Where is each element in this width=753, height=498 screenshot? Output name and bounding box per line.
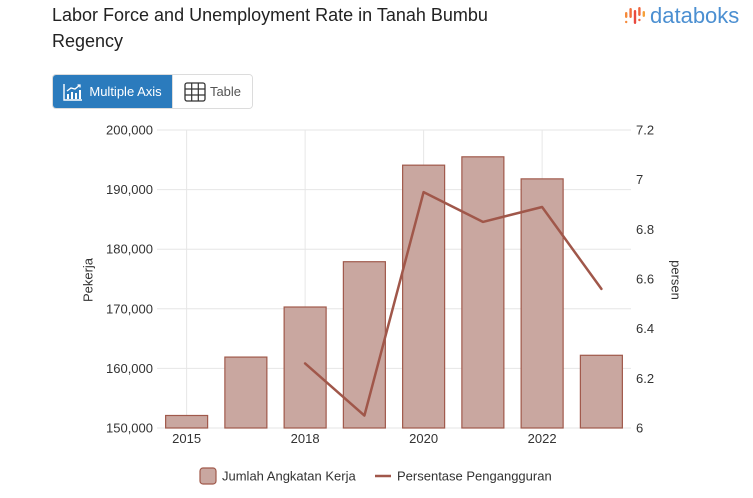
axes: Pekerja persen 150,000 160,000 170,000 180,…: [81, 123, 684, 447]
chart-title: Labor Force and Unemployment Rate in Tan…: [52, 5, 488, 51]
bar: [520, 178, 564, 429]
y-right-tick-label: 7: [636, 172, 643, 187]
table-label: Table: [209, 84, 242, 99]
view-toggle: Multiple Axis Table: [52, 74, 253, 109]
legend-item-unemployment[interactable]: Persentase Pengangguran: [375, 469, 552, 484]
y-right-tick-label: 6.2: [636, 371, 654, 386]
multiple-axis-label: Multiple Axis: [89, 84, 162, 99]
databoks-logo-icon: [624, 5, 646, 27]
y-left-tick-label: 160,000: [106, 361, 153, 376]
bar: [402, 164, 446, 429]
logo-text: databoks: [650, 3, 740, 28]
bar: [224, 356, 268, 429]
y-right-tick-label: 6: [636, 421, 643, 436]
x-tick-label: 2018: [291, 431, 320, 446]
multiple-axis-button[interactable]: Multiple Axis: [53, 75, 172, 108]
legend-label-labor-force: Jumlah Angkatan Kerja: [222, 469, 356, 484]
x-tick-label: 2020: [409, 431, 438, 446]
y-left-tick-label: 170,000: [106, 301, 153, 316]
bar: [283, 306, 327, 429]
y-right-tick-label: 6.8: [636, 222, 654, 237]
y-right-tick-label: 6.4: [636, 321, 654, 336]
databoks-logo[interactable]: databoks: [624, 4, 739, 28]
table-grid-icon: [184, 81, 206, 102]
bar: [461, 156, 505, 429]
bar: [165, 414, 209, 429]
y-right-tick-label: 7.2: [636, 123, 654, 138]
y-right-axis-title: persen: [669, 260, 684, 300]
y-left-axis-title: Pekerja: [81, 257, 96, 302]
y-right-tick-label: 6.6: [636, 272, 654, 287]
legend-bar-swatch: [199, 467, 217, 485]
x-tick-label: 2022: [528, 431, 557, 446]
legend: Jumlah Angkatan Kerja Persentase Pengang…: [199, 467, 552, 485]
y-left-tick-label: 180,000: [106, 242, 153, 257]
line-chart-icon: [63, 83, 83, 101]
unemployment-rate-line: [303, 190, 603, 417]
y-left-tick-label: 150,000: [106, 421, 153, 436]
bar: [342, 261, 386, 429]
combo-chart: Pekerja persen 150,000 160,000 170,000 180,…: [81, 123, 684, 485]
y-left-tick-label: 200,000: [106, 123, 153, 138]
x-tick-label: 2015: [172, 431, 201, 446]
legend-label-unemployment: Persentase Pengangguran: [397, 469, 552, 484]
bar: [579, 354, 623, 429]
legend-item-labor-force[interactable]: Jumlah Angkatan Kerja: [199, 467, 356, 485]
y-left-tick-label: 190,000: [106, 182, 153, 197]
unemployment-series: [303, 190, 603, 417]
labor-force-bars: [165, 156, 623, 429]
table-button[interactable]: Table: [172, 75, 252, 108]
